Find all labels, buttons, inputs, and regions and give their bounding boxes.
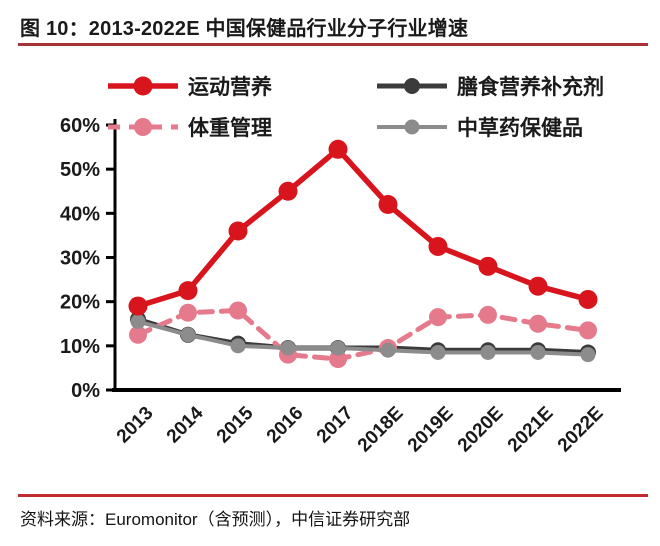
legend-label: 中草药保健品 [457, 117, 583, 140]
series-marker-0 [328, 139, 348, 159]
series-marker-0 [128, 296, 148, 316]
series-marker-0 [578, 289, 598, 309]
series-marker-3 [380, 342, 396, 358]
x-axis-tick-label: 2015 [213, 402, 258, 447]
x-axis-tick-label: 2016 [263, 403, 308, 448]
legend: 运动营养 膳食营养补充剂体重管理 中草药保健品 [108, 71, 604, 142]
series-marker-0 [428, 236, 448, 256]
legend-item-0: 运动营养 [108, 71, 377, 101]
series-marker-3 [530, 344, 546, 360]
y-axis-tick-label: 20% [60, 292, 100, 314]
series-marker-3 [580, 347, 596, 363]
series-marker-3 [180, 327, 196, 343]
y-axis-tick-label: 60% [60, 115, 100, 137]
series-marker-3 [480, 344, 496, 360]
series-marker-0 [278, 181, 298, 201]
series-marker-0 [228, 221, 248, 241]
series-marker-2 [479, 305, 497, 324]
series-marker-2 [179, 303, 197, 322]
x-axis-tick-label: 2018E [354, 403, 408, 457]
x-axis-tick-label: 2019E [404, 403, 458, 457]
y-axis-tick-label: 10% [60, 336, 100, 358]
series-marker-2 [229, 301, 247, 320]
series-marker-0 [178, 281, 198, 301]
x-axis-tick-label: 2014 [163, 402, 208, 447]
x-axis-tick-label: 2013 [113, 403, 158, 448]
legend-swatch-icon [377, 78, 447, 94]
series-marker-2 [129, 325, 147, 344]
x-axis-tick-label: 2020E [454, 403, 508, 457]
legend-swatch-icon [108, 76, 178, 96]
series-marker-2 [579, 321, 597, 340]
series-marker-0 [478, 256, 498, 276]
series-marker-3 [130, 314, 146, 330]
series-line-3 [136, 319, 590, 357]
legend-item-1: 膳食营养补充剂 [377, 71, 604, 101]
series-marker-0 [528, 276, 548, 296]
legend-item-3: 中草药保健品 [377, 112, 604, 142]
figure-title: 图 10：2013-2022E 中国保健品行业分子行业增速 [20, 18, 469, 40]
y-axis-tick-label: 0% [71, 380, 100, 402]
series-marker-0 [378, 195, 398, 214]
legend-label: 体重管理 [188, 117, 272, 140]
series-marker-3 [230, 338, 246, 354]
series-marker-2 [329, 350, 347, 369]
x-axis-tick-label: 2017 [313, 403, 358, 448]
series-marker-3 [430, 344, 446, 360]
y-axis-tick-label: 30% [60, 248, 100, 270]
series-line-2 [135, 308, 591, 362]
series-marker-3 [330, 340, 346, 356]
legend-item-2: 体重管理 [108, 112, 377, 142]
legend-swatch-icon [108, 118, 178, 136]
x-axis-tick-label: 2022E [554, 403, 608, 457]
series-marker-2 [529, 314, 547, 333]
title-rule [18, 43, 648, 46]
legend-label: 运动营养 [188, 76, 272, 99]
series-line-0 [135, 146, 591, 309]
legend-swatch-icon [377, 119, 447, 135]
y-axis-tick-label: 50% [60, 159, 100, 181]
series-marker-3 [280, 340, 296, 356]
footer-rule [18, 494, 648, 497]
source-note: 资料来源：Euromonitor（含预测），中信证券研究部 [20, 510, 411, 529]
y-axis-tick-label: 40% [60, 203, 100, 225]
legend-label: 膳食营养补充剂 [457, 76, 604, 99]
x-axis-tick-label: 2021E [504, 403, 558, 457]
series-marker-2 [429, 308, 447, 327]
